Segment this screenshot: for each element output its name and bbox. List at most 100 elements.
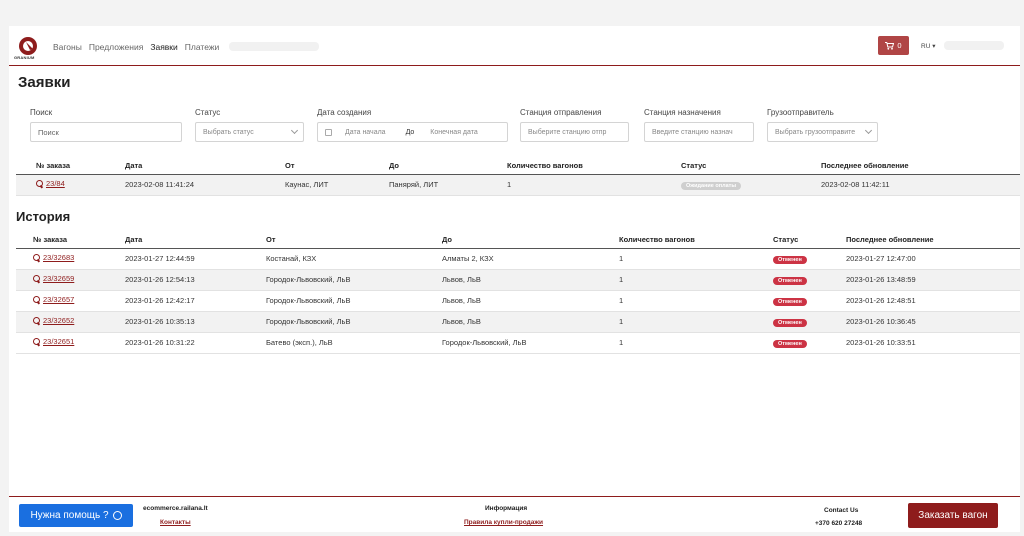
terms-link[interactable]: Правила купли-продажи bbox=[464, 519, 544, 526]
cell-updated: 2023-01-26 10:36:45 bbox=[846, 317, 916, 326]
cell-date: 2023-01-27 12:44:59 bbox=[125, 254, 195, 263]
nav-offers[interactable]: Предложения bbox=[88, 42, 144, 52]
cell-from: Батево (эксп.), ЛьВ bbox=[266, 338, 333, 347]
footer-info-title: Информация bbox=[485, 505, 528, 512]
search-label: Поиск bbox=[30, 108, 53, 117]
col-status[interactable]: Статус bbox=[681, 161, 707, 171]
main-nav: Вагоны Предложения Заявки Платежи bbox=[53, 42, 226, 52]
order-link[interactable]: 23/32657 bbox=[33, 295, 74, 304]
col-to[interactable]: До bbox=[389, 161, 400, 171]
status-badge: Ожидание оплаты bbox=[681, 181, 742, 190]
orders-header-row: № заказа Дата От До Количество вагонов С… bbox=[16, 158, 1020, 174]
cell-to: Львов, ЛьВ bbox=[442, 296, 481, 305]
nav-wagons[interactable]: Вагоны bbox=[53, 42, 82, 52]
col-from[interactable]: От bbox=[285, 161, 295, 171]
cell-to: Паняряй, ЛИТ bbox=[389, 180, 439, 189]
cart-button[interactable]: 0 bbox=[878, 36, 909, 55]
date-end-field[interactable]: Конечная дата bbox=[430, 128, 478, 136]
table-row[interactable]: 23/84 2023-02-08 11:41:24 Каунас, ЛИТ Па… bbox=[16, 174, 1020, 195]
help-circle-icon bbox=[112, 511, 122, 520]
cell-updated: 2023-01-26 10:33:51 bbox=[846, 338, 916, 347]
order-wagon-button[interactable]: Заказать вагон bbox=[908, 503, 998, 528]
col-to[interactable]: До bbox=[442, 235, 453, 245]
col-wagon-count[interactable]: Количество вагонов bbox=[507, 161, 583, 171]
order-link[interactable]: 23/32652 bbox=[33, 316, 74, 325]
contact-us-title: Contact Us bbox=[824, 507, 859, 514]
cell-wagons: 1 bbox=[619, 338, 624, 347]
search-icon bbox=[33, 337, 41, 346]
col-wagon-count[interactable]: Количество вагонов bbox=[619, 235, 695, 245]
cell-from: Городок-Львовский, ЛьВ bbox=[266, 275, 351, 284]
shipper-select[interactable]: Выбрать грузоотправите bbox=[767, 122, 878, 142]
search-icon bbox=[36, 179, 44, 188]
search-icon bbox=[33, 295, 41, 304]
date-to-label: До bbox=[405, 128, 415, 136]
page: GRANIUM Вагоны Предложения Заявки Платеж… bbox=[9, 26, 1020, 532]
order-link[interactable]: 23/32651 bbox=[33, 337, 74, 346]
destination-station-input[interactable]: Введите станцию назнач bbox=[644, 122, 754, 142]
table-row[interactable]: 23/32683 2023-01-27 12:44:59 Костанай, К… bbox=[16, 248, 1020, 269]
table-row[interactable]: 23/32659 2023-01-26 12:54:13 Городок-Льв… bbox=[16, 269, 1020, 290]
logo-icon[interactable] bbox=[16, 33, 40, 61]
table-row[interactable]: 23/32657 2023-01-26 12:42:17 Городок-Льв… bbox=[16, 290, 1020, 311]
cell-updated: 2023-01-26 13:48:59 bbox=[846, 275, 916, 284]
help-button[interactable]: Нужна помощь ? bbox=[19, 504, 133, 527]
footer: Нужна помощь ? ecommerce.railana.lt Конт… bbox=[9, 496, 1020, 532]
status-badge: Отменен bbox=[773, 318, 807, 327]
language-select[interactable]: RU ▾ bbox=[921, 43, 936, 50]
history-title: История bbox=[16, 209, 71, 224]
shipper-label: Грузоотправитель bbox=[767, 108, 834, 117]
col-date[interactable]: Дата bbox=[125, 161, 143, 171]
status-badge: Отменен bbox=[773, 297, 807, 306]
col-last-update[interactable]: Последнее обновление bbox=[846, 235, 934, 245]
date-label: Дата создания bbox=[317, 108, 372, 117]
chevron-down-icon bbox=[290, 126, 299, 135]
departure-station-label: Станция отправления bbox=[520, 108, 602, 117]
status-select[interactable]: Выбрать статус bbox=[195, 122, 304, 142]
col-date[interactable]: Дата bbox=[125, 235, 143, 245]
top-navbar: GRANIUM Вагоны Предложения Заявки Платеж… bbox=[9, 26, 1020, 66]
status-badge: Отменен bbox=[773, 255, 807, 264]
col-from[interactable]: От bbox=[266, 235, 276, 245]
order-link[interactable]: 23/84 bbox=[36, 179, 65, 188]
cell-updated: 2023-01-27 12:47:00 bbox=[846, 254, 916, 263]
nav-requests[interactable]: Заявки bbox=[150, 42, 178, 52]
cell-from: Городок-Львовский, ЛьВ bbox=[266, 296, 351, 305]
blurred-nav-item bbox=[229, 42, 319, 51]
cell-from: Костанай, КЗХ bbox=[266, 254, 317, 263]
calendar-icon bbox=[325, 128, 332, 136]
cell-updated: 2023-01-26 12:48:51 bbox=[846, 296, 916, 305]
blurred-user-name bbox=[944, 41, 1004, 50]
col-order-number[interactable]: № заказа bbox=[33, 235, 68, 245]
col-status[interactable]: Статус bbox=[773, 235, 799, 245]
col-last-update[interactable]: Последнее обновление bbox=[821, 161, 909, 171]
destination-station-label: Станция назначения bbox=[644, 108, 721, 117]
status-badge: Отменен bbox=[773, 276, 807, 285]
cell-to: Городок-Львовский, ЛьВ bbox=[442, 338, 527, 347]
chevron-down-icon bbox=[864, 126, 873, 135]
cell-from: Каунас, ЛИТ bbox=[285, 180, 329, 189]
table-row[interactable]: 23/32652 2023-01-26 10:35:13 Городок-Льв… bbox=[16, 311, 1020, 332]
contact-phone: +370 620 27248 bbox=[815, 520, 863, 527]
col-order-number[interactable]: № заказа bbox=[36, 161, 71, 171]
search-icon bbox=[33, 274, 41, 283]
order-link[interactable]: 23/32659 bbox=[33, 274, 74, 283]
cell-from: Городок-Львовский, ЛьВ bbox=[266, 317, 351, 326]
cell-to: Львов, ЛьВ bbox=[442, 275, 481, 284]
cell-wagons: 1 bbox=[507, 180, 512, 189]
search-icon bbox=[33, 316, 41, 325]
departure-station-input[interactable]: Выберите станцию отпр bbox=[520, 122, 629, 142]
table-row[interactable]: 23/32651 2023-01-26 10:31:22 Батево (экс… bbox=[16, 332, 1020, 353]
search-input[interactable]: Поиск bbox=[30, 122, 182, 142]
nav-payments[interactable]: Платежи bbox=[184, 42, 220, 52]
page-title: Заявки bbox=[18, 74, 71, 91]
status-label: Статус bbox=[195, 108, 221, 117]
date-start-field[interactable]: Дата начала bbox=[345, 128, 386, 136]
date-range-input[interactable]: Дата начала До Конечная дата bbox=[317, 122, 508, 142]
contacts-link[interactable]: Контакты bbox=[160, 519, 191, 526]
order-link[interactable]: 23/32683 bbox=[33, 253, 74, 262]
search-icon bbox=[33, 253, 41, 262]
cell-date: 2023-01-26 12:42:17 bbox=[125, 296, 195, 305]
footer-site: ecommerce.railana.lt bbox=[143, 505, 208, 512]
cell-date: 2023-01-26 10:35:13 bbox=[125, 317, 195, 326]
